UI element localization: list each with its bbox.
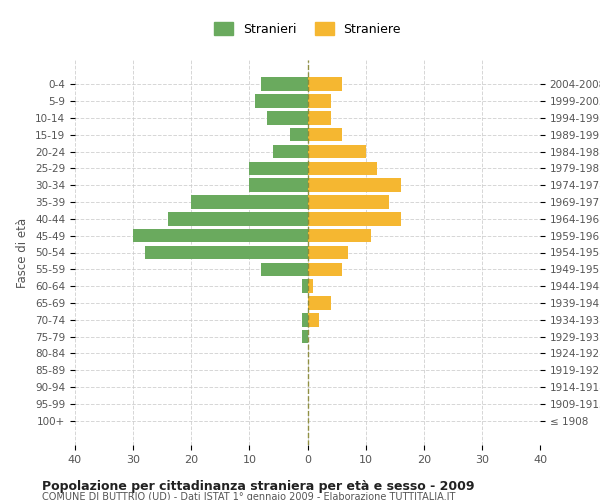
Bar xyxy=(261,78,308,91)
Bar xyxy=(191,196,308,209)
Bar xyxy=(302,280,308,293)
Bar xyxy=(133,229,308,242)
Bar xyxy=(250,178,308,192)
Y-axis label: Fasce di età: Fasce di età xyxy=(16,218,29,288)
Legend: Stranieri, Straniere: Stranieri, Straniere xyxy=(208,16,407,42)
Bar xyxy=(308,246,348,259)
Bar xyxy=(308,162,377,175)
Bar xyxy=(261,262,308,276)
Bar xyxy=(308,78,343,91)
Bar xyxy=(272,145,308,158)
Text: COMUNE DI BUTTRIO (UD) - Dati ISTAT 1° gennaio 2009 - Elaborazione TUTTITALIA.IT: COMUNE DI BUTTRIO (UD) - Dati ISTAT 1° g… xyxy=(42,492,455,500)
Y-axis label: Anni di nascita: Anni di nascita xyxy=(599,209,600,296)
Bar xyxy=(308,94,331,108)
Bar xyxy=(308,145,365,158)
Bar xyxy=(308,196,389,209)
Bar xyxy=(168,212,308,226)
Bar xyxy=(290,128,308,141)
Bar xyxy=(302,313,308,326)
Text: Popolazione per cittadinanza straniera per età e sesso - 2009: Popolazione per cittadinanza straniera p… xyxy=(42,480,475,493)
Bar xyxy=(308,128,343,141)
Bar xyxy=(145,246,308,259)
Bar xyxy=(308,111,331,124)
Bar xyxy=(308,178,401,192)
Bar xyxy=(308,296,331,310)
Bar xyxy=(302,330,308,344)
Bar xyxy=(308,229,371,242)
Bar xyxy=(308,262,343,276)
Bar xyxy=(250,162,308,175)
Bar xyxy=(308,280,313,293)
Bar xyxy=(308,212,401,226)
Bar xyxy=(308,313,319,326)
Bar xyxy=(267,111,308,124)
Bar xyxy=(255,94,308,108)
